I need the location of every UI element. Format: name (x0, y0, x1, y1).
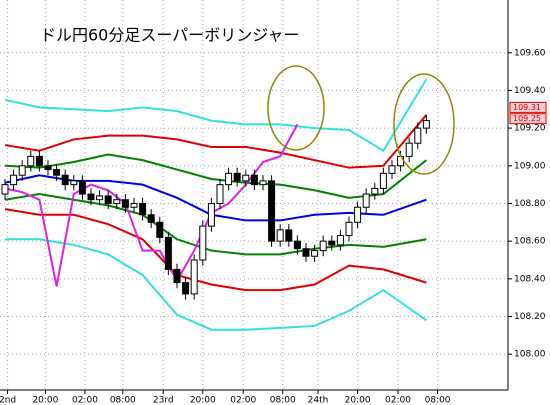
candle-body (311, 250, 319, 257)
candle-body (173, 268, 181, 284)
band-line (4, 78, 428, 153)
candle-body (190, 259, 198, 295)
band-line (4, 153, 428, 199)
band-line (4, 114, 428, 169)
x-tick-label: 08:00 (270, 396, 296, 405)
candle-body (78, 180, 86, 195)
candle-body (156, 221, 164, 238)
y-tick-label: 109.60 (514, 48, 546, 58)
y-tick-label: 109.40 (514, 86, 546, 96)
candle-body (18, 165, 26, 176)
candle-body (27, 155, 35, 167)
candle-body (164, 236, 172, 270)
y-tick-label: 109.00 (514, 161, 546, 171)
y-tick-label: 108.20 (514, 312, 546, 322)
plot-area (0, 0, 508, 390)
candle-body (225, 172, 233, 186)
candle-body (139, 202, 147, 216)
candle-body (379, 172, 387, 189)
candle-body (242, 174, 250, 182)
candle-body (113, 199, 121, 204)
y-tick-label: 108.80 (514, 199, 546, 209)
candle-body (104, 195, 112, 204)
x-tick-label: 02:00 (230, 396, 256, 405)
chart-title: ドル円60分足スーパーボリンジャー (40, 26, 299, 45)
candle-body (319, 240, 327, 252)
candle-body (422, 120, 430, 129)
candle-body (328, 240, 336, 246)
candle-body (259, 180, 267, 186)
candle-body (362, 193, 370, 208)
candle-body (268, 180, 276, 242)
x-tick-label: 02:00 (385, 396, 411, 405)
x-tick-label: 2nd (0, 396, 16, 405)
candle-body (388, 165, 396, 174)
candle-body (53, 169, 61, 176)
price-marker-label: 109.25 (513, 114, 541, 123)
candle-body (207, 202, 215, 227)
candle-body (336, 235, 344, 246)
x-tick-label: 20:00 (190, 396, 216, 405)
candle-body (216, 184, 224, 204)
price-marker-box (509, 113, 547, 125)
y-tick-label: 109.20 (514, 124, 546, 134)
candle-body (405, 142, 413, 157)
candle-body (250, 174, 258, 186)
candle-body (147, 214, 155, 223)
candle-body (61, 174, 69, 186)
x-tick-label: 08:00 (425, 396, 451, 405)
price-marker-label: 109.31 (513, 103, 541, 112)
candle-body (96, 195, 104, 201)
candle-body (70, 180, 78, 186)
band-line (4, 208, 427, 292)
candle-body (233, 172, 241, 182)
x-tick-label: 02:00 (72, 396, 98, 405)
candle-body (35, 155, 43, 167)
candle-body (345, 221, 353, 237)
x-tick-label: 08:00 (110, 396, 136, 405)
candle-body (354, 206, 362, 223)
candle-body (414, 127, 422, 144)
y-tick-label: 108.40 (514, 274, 546, 284)
candle-body (293, 240, 301, 250)
candle-body (285, 229, 293, 242)
band-line (4, 193, 427, 256)
candle-body (199, 225, 207, 261)
candle-body (182, 282, 190, 295)
candle-body (44, 165, 52, 171)
candle-body (130, 202, 138, 208)
highlight-ellipse (393, 73, 455, 175)
x-tick-label: 24th (308, 396, 329, 405)
x-tick-label: 23rd (153, 396, 174, 405)
candle-body (371, 187, 379, 195)
y-tick-label: 108.00 (514, 350, 546, 360)
band-line (4, 238, 427, 331)
candle-body (1, 184, 9, 195)
candle-body (87, 193, 95, 201)
x-tick-label: 20:00 (32, 396, 58, 405)
candle-body (10, 174, 18, 186)
candle-body (276, 229, 284, 242)
y-tick-label: 108.60 (514, 237, 546, 247)
price-marker-box (509, 101, 547, 113)
x-tick-label: 20:00 (345, 396, 371, 405)
highlight-ellipse (267, 65, 325, 151)
candle-body (121, 199, 129, 208)
candle-body (302, 248, 310, 257)
